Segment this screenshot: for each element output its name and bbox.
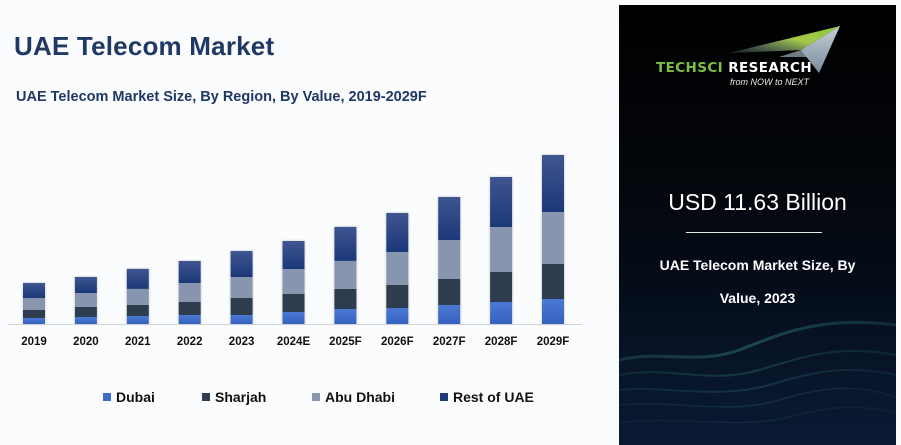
- legend-item-rest-of-uae: Rest of UAE: [440, 389, 534, 405]
- bar-stack-2020: [74, 277, 97, 324]
- bar-sharjah-2023: [230, 298, 253, 315]
- bar-rest-of-uae-2020: [74, 277, 97, 293]
- x-tick-label: 2022: [177, 336, 203, 348]
- legend: Dubai Sharjah Abu Dhabi Rest of UAE: [0, 389, 620, 409]
- bar-stack-2029f: [542, 155, 564, 324]
- legend-label: Dubai: [116, 389, 155, 405]
- bar-abu-dhabi-2028f: [490, 227, 513, 272]
- bar-stack-2024e: [282, 241, 305, 324]
- x-tick-label: 2019: [21, 336, 47, 348]
- bar-abu-dhabi-2024e: [282, 269, 305, 294]
- bar-stack-2023: [230, 251, 253, 324]
- legend-label: Abu Dhabi: [325, 389, 395, 405]
- bar-rest-of-uae-2026f: [386, 213, 409, 252]
- x-tick-label: 2027F: [433, 336, 466, 348]
- bar-abu-dhabi-2020: [74, 293, 97, 307]
- bar-abu-dhabi-2029f: [542, 212, 564, 264]
- legend-item-sharjah: Sharjah: [202, 389, 266, 405]
- market-size-caption-line2: Value, 2023: [719, 290, 796, 306]
- logo-brand-part1: TECHSCI: [656, 60, 724, 76]
- bar-stack-2026f: [386, 213, 409, 324]
- bar-rest-of-uae-2019: [23, 283, 45, 298]
- bar-rest-of-uae-2028f: [490, 177, 513, 227]
- bar-abu-dhabi-2027f: [438, 240, 461, 279]
- techsci-logo: TECHSCI RESEARCH from NOW to NEXT: [619, 5, 896, 105]
- legend-swatch-abu-dhabi: [312, 393, 320, 401]
- bar-sharjah-2029f: [542, 264, 564, 299]
- bar-sharjah-2024e: [282, 294, 305, 312]
- bar-dubai-2020: [74, 317, 97, 324]
- bar-rest-of-uae-2027f: [438, 197, 461, 240]
- bar-rest-of-uae-2029f: [542, 155, 564, 212]
- logo-brand-part2: RESEARCH: [728, 60, 813, 76]
- bar-stack-2025f: [334, 226, 357, 324]
- page-title: UAE Telecom Market: [14, 31, 275, 61]
- chart-subtitle: UAE Telecom Market Size, By Region, By V…: [16, 89, 427, 105]
- legend-label: Sharjah: [215, 389, 267, 405]
- legend-swatch-rest-of-uae: [440, 393, 448, 401]
- bar-sharjah-2019: [23, 310, 45, 318]
- legend-label: Rest of UAE: [453, 389, 534, 405]
- bar-dubai-2029f: [542, 299, 564, 324]
- bar-rest-of-uae-2021: [126, 268, 149, 289]
- market-size-caption-line1: UAE Telecom Market Size, By: [659, 257, 856, 273]
- bar-dubai-2024e: [282, 312, 305, 324]
- x-tick-label: 2020: [73, 336, 99, 348]
- legend-item-dubai: Dubai: [103, 389, 155, 405]
- bar-dubai-2019: [23, 318, 45, 324]
- logo-tagline: from NOW to NEXT: [730, 77, 810, 87]
- x-tick-labels: 2019 2020 2021 2022 2023 2024E 2025F 2026F 2027F…: [21, 336, 569, 348]
- market-size-value: USD 11.63 Billion: [668, 189, 847, 215]
- x-tick-label: 2021: [125, 336, 151, 348]
- bar-abu-dhabi-2022: [178, 283, 201, 302]
- bars-layer: [23, 155, 564, 324]
- bar-sharjah-2020: [74, 307, 97, 317]
- x-tick-label: 2028F: [485, 336, 518, 348]
- bar-dubai-2025f: [334, 309, 357, 324]
- bar-dubai-2023: [230, 315, 253, 324]
- wave-background-graphic: [619, 320, 896, 424]
- legend-swatch-dubai: [103, 393, 111, 401]
- bar-sharjah-2026f: [386, 285, 409, 308]
- bar-dubai-2022: [178, 315, 201, 324]
- bar-dubai-2028f: [490, 302, 513, 324]
- bar-abu-dhabi-2026f: [386, 252, 409, 285]
- bar-dubai-2027f: [438, 305, 461, 324]
- bar-sharjah-2022: [178, 302, 201, 315]
- x-tick-label: 2026F: [381, 336, 414, 348]
- bar-abu-dhabi-2019: [23, 298, 45, 310]
- bar-stack-2027f: [438, 197, 461, 324]
- bar-dubai-2026f: [386, 308, 409, 324]
- bar-rest-of-uae-2024e: [282, 241, 305, 269]
- bar-sharjah-2025f: [334, 289, 357, 309]
- x-tick-label: 2029F: [537, 336, 570, 348]
- stacked-bar-chart: 2019 2020 2021 2022 2023 2024E 2025F 2026F 2027F…: [8, 155, 582, 348]
- bar-stack-2021: [126, 268, 149, 324]
- bar-abu-dhabi-2021: [126, 289, 149, 305]
- legend-item-abu-dhabi: Abu Dhabi: [312, 389, 395, 405]
- divider-line: [686, 232, 822, 233]
- bar-rest-of-uae-2022: [178, 261, 201, 283]
- x-tick-label: 2025F: [329, 336, 362, 348]
- legend-swatch-sharjah: [202, 393, 210, 401]
- x-tick-label: 2023: [229, 336, 255, 348]
- bar-abu-dhabi-2023: [230, 277, 253, 298]
- x-tick-label: 2024E: [277, 336, 311, 348]
- bar-stack-2028f: [490, 177, 513, 324]
- logo-wordmark: TECHSCI RESEARCH: [656, 60, 812, 76]
- bar-rest-of-uae-2023: [230, 251, 253, 277]
- bar-stack-2019: [23, 283, 45, 324]
- paper-plane-logo-icon: [729, 26, 840, 73]
- bar-dubai-2021: [126, 316, 149, 324]
- bar-sharjah-2021: [126, 305, 149, 316]
- summary-panel: TECHSCI RESEARCH from NOW to NEXT USD 11…: [619, 5, 896, 445]
- bar-stack-2022: [178, 261, 201, 324]
- bar-sharjah-2028f: [490, 272, 513, 302]
- bar-abu-dhabi-2025f: [334, 261, 357, 289]
- bar-sharjah-2027f: [438, 279, 461, 305]
- bar-rest-of-uae-2025f: [334, 226, 357, 261]
